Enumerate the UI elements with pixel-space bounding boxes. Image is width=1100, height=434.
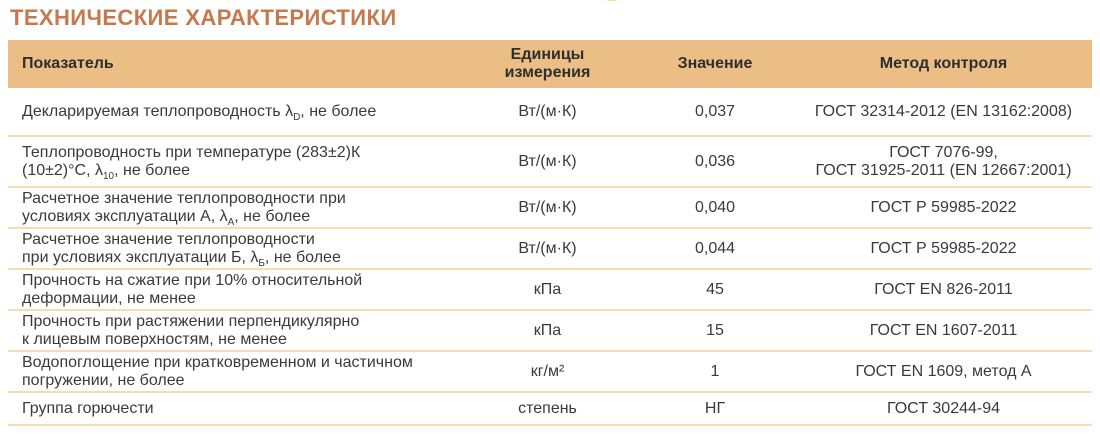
- param-cell: Расчетное значение теплопроводности при …: [8, 228, 460, 270]
- page-title: ТЕХНИЧЕСКИЕ ХАРАКТЕРИСТИКИ: [10, 5, 397, 30]
- method-cell: ГОСТ Р 59985-2022: [795, 187, 1092, 229]
- table-row: Группа горючести степень НГ ГОСТ 30244-9…: [8, 392, 1092, 426]
- table-row: Расчетное значение теплопроводности при …: [8, 228, 1092, 270]
- method-cell: ГОСТ 30244-94: [795, 392, 1092, 426]
- unit-cell: Вт/(м·К): [460, 88, 635, 137]
- param-text: Водопоглощение при кратковременном и час…: [22, 354, 413, 389]
- method-cell: ГОСТ EN 1607-2011: [795, 310, 1092, 352]
- param-cell: Группа горючести: [8, 392, 460, 426]
- param-text: Декларируемая теплопроводность λ: [22, 103, 294, 120]
- param-cell: Прочность на сжатие при 10% относительно…: [8, 269, 460, 311]
- param-cell: Водопоглощение при кратковременном и час…: [8, 351, 460, 393]
- column-header-value: Значение: [635, 40, 795, 88]
- method-cell: ГОСТ 7076-99, ГОСТ 31925-2011 (EN 12667:…: [795, 136, 1092, 188]
- param-subscript: 10: [102, 171, 115, 183]
- value-cell: 1: [635, 351, 795, 393]
- value-cell: 0,036: [635, 136, 795, 188]
- unit-cell: Вт/(м·К): [460, 228, 635, 270]
- method-cell: ГОСТ EN 1609, метод А: [795, 351, 1092, 393]
- param-subscript: А: [227, 217, 235, 229]
- value-cell: НГ: [635, 392, 795, 426]
- param-text-after: , не более: [114, 162, 191, 179]
- value-cell: 0,040: [635, 187, 795, 229]
- param-text: Группа горючести: [22, 400, 154, 417]
- method-cell: ГОСТ EN 826-2011: [795, 269, 1092, 311]
- param-text: Расчетное значение теплопроводности при …: [22, 231, 315, 266]
- param-text-after: , не более: [300, 103, 377, 120]
- param-subscript: Б: [258, 258, 265, 270]
- unit-cell: кг/м²: [460, 351, 635, 393]
- method-cell: ГОСТ Р 59985-2022: [795, 228, 1092, 270]
- table-row: Прочность на сжатие при 10% относительно…: [8, 269, 1092, 311]
- unit-cell: кПа: [460, 269, 635, 311]
- column-header-method: Метод контроля: [795, 40, 1092, 88]
- value-cell: 15: [635, 310, 795, 352]
- table-row: Теплопроводность при температуре (283±2)…: [8, 136, 1092, 188]
- unit-cell: кПа: [460, 310, 635, 352]
- unit-cell: Вт/(м·К): [460, 187, 635, 229]
- param-cell: Теплопроводность при температуре (283±2)…: [8, 136, 460, 188]
- value-cell: 0,037: [635, 88, 795, 137]
- table-row: Расчетное значение теплопроводности при …: [8, 187, 1092, 229]
- method-cell: ГОСТ 32314-2012 (EN 13162:2008): [795, 88, 1092, 137]
- param-text-after: , не более: [234, 208, 311, 225]
- table-row: Водопоглощение при кратковременном и час…: [8, 351, 1092, 393]
- column-header-indicator: Показатель: [8, 40, 460, 88]
- column-header-units: Единицы измерения: [460, 40, 635, 88]
- param-cell: Декларируемая теплопроводность λD, не бо…: [8, 88, 460, 137]
- param-text: Прочность при растяжении перпендикулярно…: [22, 313, 360, 348]
- param-text: Прочность на сжатие при 10% относительно…: [22, 272, 363, 307]
- param-text: Расчетное значение теплопроводности при …: [22, 190, 346, 225]
- param-cell: Прочность при растяжении перпендикулярно…: [8, 310, 460, 352]
- unit-cell: степень: [460, 392, 635, 426]
- decorative-circle-arc: [592, 0, 632, 1]
- param-text-after: , не более: [264, 249, 341, 266]
- param-cell: Расчетное значение теплопроводности при …: [8, 187, 460, 229]
- specs-table: Показатель Единицы измерения Значение Ме…: [8, 40, 1092, 426]
- param-subscript: D: [293, 112, 301, 124]
- table-row: Прочность при растяжении перпендикулярно…: [8, 310, 1092, 352]
- value-cell: 45: [635, 269, 795, 311]
- unit-cell: Вт/(м·К): [460, 136, 635, 188]
- value-cell: 0,044: [635, 228, 795, 270]
- table-row: Декларируемая теплопроводность λD, не бо…: [8, 88, 1092, 137]
- table-header-row: Показатель Единицы измерения Значение Ме…: [8, 40, 1092, 88]
- param-text: Теплопроводность при температуре (283±2)…: [22, 144, 361, 179]
